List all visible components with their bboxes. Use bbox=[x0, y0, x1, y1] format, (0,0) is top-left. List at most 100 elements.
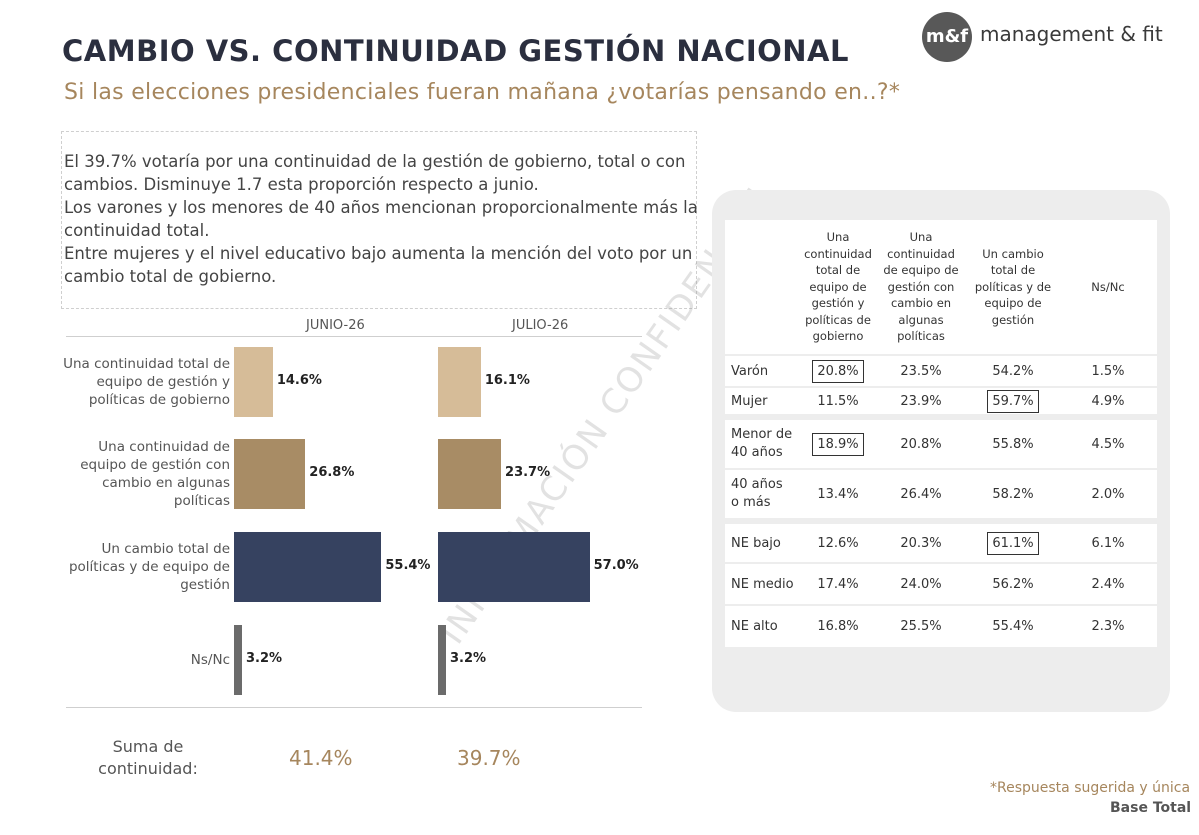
bar-value-label: 26.8% bbox=[309, 465, 355, 480]
column-header-line: total de bbox=[990, 263, 1036, 278]
row-label: Varón bbox=[725, 354, 801, 387]
cell-value: 18.9% bbox=[812, 432, 864, 456]
column-header-line: continuidad bbox=[887, 246, 955, 261]
column-header: Una continuidad de equipo de gestión con cam… bbox=[875, 220, 967, 355]
row-label: Mujer bbox=[725, 386, 801, 417]
column-header-line: total de bbox=[815, 263, 861, 278]
table-cell: 23.5% bbox=[875, 354, 967, 387]
insight-line: continuidad total. bbox=[64, 221, 210, 240]
table-cell: 17.4% bbox=[801, 562, 875, 605]
panel-header-junio: JUNIO-26 bbox=[306, 318, 365, 333]
base-label: Base Total bbox=[1110, 800, 1192, 816]
table-row: NE medio 17.4% 24.0% 56.2% 2.4% bbox=[725, 562, 1157, 605]
category-label-line: Ns/Nc bbox=[190, 652, 230, 668]
table-cell: 2.0% bbox=[1059, 468, 1157, 521]
column-header-line: gestión y bbox=[811, 296, 865, 311]
column-header-line: Ns/Nc bbox=[1091, 279, 1125, 294]
insight-line: cambios. Disminuye 1.7 esta proporción r… bbox=[64, 175, 539, 194]
table-cell: 59.7% bbox=[967, 386, 1059, 417]
cell-value: 16.8% bbox=[817, 619, 859, 634]
column-header: Un cambio total de políticas y de equipo de… bbox=[967, 220, 1059, 355]
column-header-line: políticas bbox=[897, 329, 945, 344]
cell-value: 11.5% bbox=[817, 393, 859, 409]
table-cell: 24.0% bbox=[875, 562, 967, 605]
cell-value: 59.7% bbox=[987, 389, 1039, 413]
table-cell: 2.3% bbox=[1059, 604, 1157, 647]
row-label: Menor de 40 años bbox=[725, 414, 801, 469]
cell-value: 4.5% bbox=[1091, 436, 1125, 452]
column-header-line: de equipo de bbox=[883, 263, 959, 278]
table-row: NE bajo 12.6% 20.3% 61.1% 6.1% bbox=[725, 518, 1157, 563]
row-label: 40 años o más bbox=[725, 468, 801, 521]
table-cell: 26.4% bbox=[875, 468, 967, 521]
table-cell: 2.4% bbox=[1059, 562, 1157, 605]
cell-value: 20.8% bbox=[812, 359, 864, 383]
bar bbox=[234, 347, 273, 417]
logo-text: management & fit bbox=[980, 22, 1163, 46]
column-header-line: Una bbox=[826, 230, 850, 245]
table-cell: 23.9% bbox=[875, 386, 967, 417]
table-cell: 1.5% bbox=[1059, 354, 1157, 387]
category-label-line: políticas y de equipo de bbox=[68, 559, 230, 575]
insight-line: cambio total de gobierno. bbox=[64, 267, 277, 286]
cell-value: 2.0% bbox=[1091, 486, 1125, 502]
table-cell: 18.9% bbox=[801, 414, 875, 469]
cell-value: 13.4% bbox=[817, 486, 859, 502]
cell-value: 23.5% bbox=[900, 363, 942, 379]
table-cell: 11.5% bbox=[801, 386, 875, 417]
category-label: Ns/Nc bbox=[62, 651, 230, 669]
bar bbox=[234, 532, 382, 602]
cell-value: 58.2% bbox=[992, 486, 1034, 502]
table-cell: 16.8% bbox=[801, 604, 875, 647]
table-cell: 20.8% bbox=[875, 414, 967, 469]
column-header-line: equipo de bbox=[984, 296, 1042, 311]
page-subtitle: Si las elecciones presidenciales fueran … bbox=[64, 80, 901, 105]
bar-value-label: 14.6% bbox=[276, 373, 322, 388]
insight-box bbox=[61, 131, 697, 309]
row-label: NE bajo bbox=[725, 518, 801, 563]
column-header-line: continuidad bbox=[804, 246, 872, 261]
category-label: Una continuidad de equipo de gestión con c… bbox=[62, 438, 230, 510]
cell-value: 2.4% bbox=[1091, 576, 1125, 592]
category-label: Un cambio total de políticas y de equipo … bbox=[62, 540, 230, 594]
cell-value: 56.2% bbox=[992, 576, 1034, 592]
column-header-line: gestión bbox=[991, 312, 1035, 327]
bar bbox=[438, 347, 481, 417]
category-label-line: políticas de gobierno bbox=[88, 392, 230, 408]
column-header-line: políticas y de bbox=[974, 279, 1052, 294]
cell-value: 6.1% bbox=[1091, 535, 1125, 551]
table-row: NE alto 16.8% 25.5% 55.4% 2.3% bbox=[725, 604, 1157, 647]
cell-value: 61.1% bbox=[987, 531, 1039, 555]
brand-logo: m&f management & fit bbox=[922, 12, 1163, 62]
cell-value: 26.4% bbox=[900, 486, 942, 502]
bar bbox=[438, 439, 502, 509]
logo-mark: m&f bbox=[922, 12, 972, 62]
table-corner bbox=[725, 220, 801, 355]
table-row: 40 años o más 13.4% 26.4% 58.2% 2.0% bbox=[725, 468, 1157, 521]
table-cell: 4.9% bbox=[1059, 386, 1157, 417]
footnote: *Respuesta sugerida y única bbox=[990, 780, 1191, 796]
category-label-line: gestión bbox=[180, 577, 230, 593]
bar-value-label: 3.2% bbox=[246, 651, 283, 666]
table-cell: 20.8% bbox=[801, 354, 875, 387]
segment-table: Una continuidad total de equipo de gestión y… bbox=[725, 220, 1157, 647]
chart-bottom-rule bbox=[66, 707, 642, 708]
bar-value-label: 3.2% bbox=[450, 651, 487, 666]
category-label-line: cambio en algunas bbox=[102, 475, 230, 491]
table-cell: 55.8% bbox=[967, 414, 1059, 469]
panel-header-julio: JULIO-26 bbox=[512, 318, 569, 333]
column-header-line: gestión con bbox=[887, 279, 955, 294]
sum-label: Suma de continuidad: bbox=[98, 737, 198, 778]
table-cell: 54.2% bbox=[967, 354, 1059, 387]
bar-value-label: 16.1% bbox=[484, 373, 530, 388]
category-label: Una continuidad total de equipo de gestió… bbox=[62, 355, 230, 409]
column-header: Ns/Nc bbox=[1059, 220, 1157, 355]
category-label-line: equipo de gestión y bbox=[96, 374, 230, 390]
table-row: Menor de 40 años 18.9% 20.8% 55.8% 4.5% bbox=[725, 414, 1157, 469]
table-cell: 12.6% bbox=[801, 518, 875, 563]
cell-value: 54.2% bbox=[992, 363, 1034, 379]
table-cell: 4.5% bbox=[1059, 414, 1157, 469]
cell-value: 55.8% bbox=[992, 436, 1034, 452]
cell-value: 20.3% bbox=[900, 535, 942, 551]
bar-value-label: 55.4% bbox=[385, 558, 431, 573]
